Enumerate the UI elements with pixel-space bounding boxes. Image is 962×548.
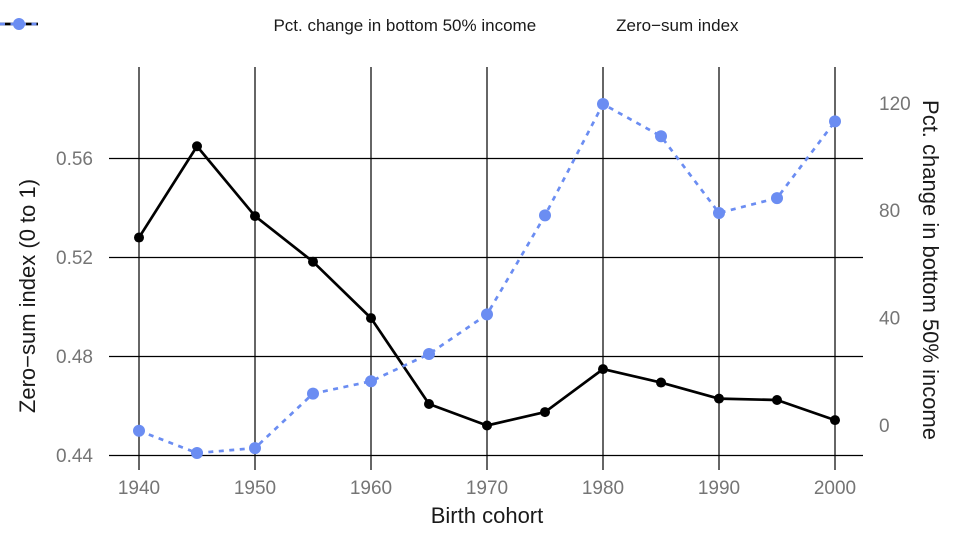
data-point-marker (714, 393, 724, 404)
data-point-marker (771, 192, 783, 205)
tick-label: 0 (879, 416, 890, 437)
legend-label-pct-change: Pct. change in bottom 50% income (273, 16, 537, 35)
y-gridlines: 0.44 0.48 0.52 0.56 (56, 149, 863, 467)
data-point-marker (250, 211, 260, 222)
data-point-marker (482, 420, 492, 431)
data-point-marker (191, 447, 203, 460)
data-point-marker (539, 209, 551, 222)
chart-legend: Pct. change in bottom 50% income Zero−su… (0, 16, 962, 36)
tick-label: 0.52 (56, 248, 93, 269)
legend-label-zero-sum: Zero−sum index (616, 16, 739, 35)
series-pct-change (134, 141, 840, 431)
data-point-marker (772, 394, 782, 405)
legend-dot-icon (13, 18, 25, 30)
data-point-marker (307, 387, 319, 400)
data-point-marker (713, 206, 725, 219)
tick-label: 1960 (350, 478, 392, 499)
tick-label: 120 (879, 94, 911, 115)
data-point-marker (656, 377, 666, 388)
series-zero-sum (133, 98, 841, 460)
data-point-marker (540, 407, 550, 418)
data-point-marker (655, 130, 667, 143)
tick-label: 1970 (466, 478, 508, 499)
data-point-marker (366, 313, 376, 324)
data-point-marker (598, 364, 608, 375)
data-point-marker (133, 424, 145, 437)
tick-label: 1990 (698, 478, 740, 499)
right-axis-labels: 0 40 80 120 (879, 94, 911, 437)
x-gridlines: 1940 1950 1960 1970 1980 1990 2000 (118, 67, 856, 499)
data-point-marker (192, 141, 202, 152)
data-point-marker (134, 232, 144, 243)
tick-label: 40 (879, 309, 900, 330)
data-point-marker (249, 442, 261, 455)
tick-label: 2000 (814, 478, 856, 499)
left-axis-title: Zero−sum index (0 to 1) (15, 178, 40, 414)
legend-item-zero-sum: Zero−sum index (0, 16, 739, 36)
x-axis-title: Birth cohort (430, 503, 544, 528)
tick-label: 80 (879, 201, 900, 222)
right-axis-title: Pct. change in bottom 50% income (918, 100, 943, 440)
data-point-marker (308, 256, 318, 267)
tick-label: 0.48 (56, 347, 93, 368)
tick-label: 0.44 (56, 446, 93, 467)
tick-label: 0.56 (56, 149, 93, 170)
data-point-marker (365, 375, 377, 388)
data-point-marker (423, 348, 435, 361)
data-point-marker (830, 415, 840, 426)
tick-label: 1940 (118, 478, 160, 499)
dashed-line-dot-swatch-icon (0, 18, 604, 34)
data-point-marker (829, 115, 841, 128)
tick-label: 1980 (582, 478, 624, 499)
tick-label: 1950 (234, 478, 276, 499)
data-point-marker (481, 308, 493, 321)
data-point-marker (424, 399, 434, 410)
data-point-marker (597, 98, 609, 111)
